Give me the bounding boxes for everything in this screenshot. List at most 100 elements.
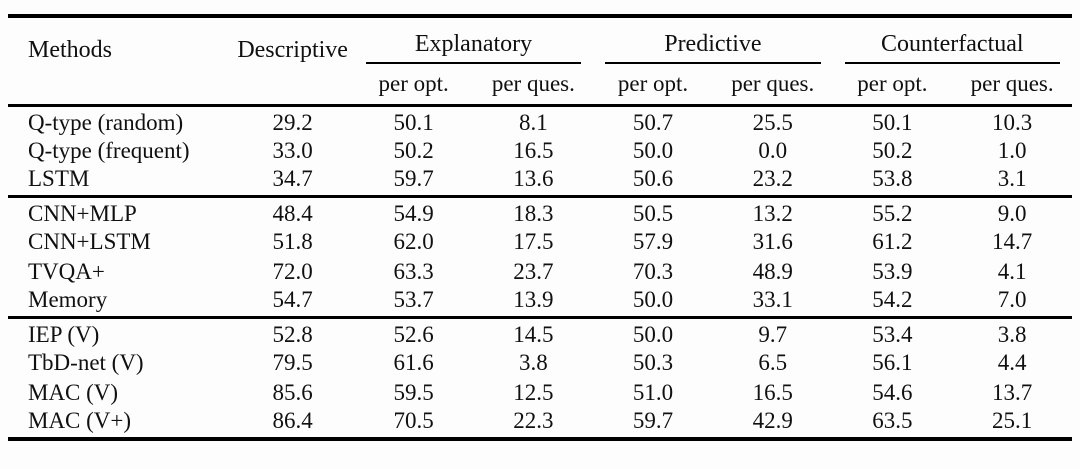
value-cell: 50.7 [632,110,674,135]
value-cell: 18.3 [513,201,554,226]
value-cell: 14.7 [992,229,1033,254]
value-cell: 63.5 [872,408,913,433]
table-row: MAC (V+) 86.4 70.5 22.3 59.7 42.9 63.5 2… [8,408,1072,439]
method-name-cell: CNN+MLP [28,201,137,226]
method-name-cell: Q-type (random) [28,110,184,135]
col-group-predictive: Predictive [593,16,832,64]
value-cell: 13.9 [513,287,554,312]
value-cell: 25.1 [992,408,1033,433]
value-cell: 53.8 [872,166,913,191]
value-cell: 50.0 [632,322,674,347]
value-cell: 3.1 [997,166,1027,191]
value-cell: 9.7 [758,322,788,347]
method-name-cell: Memory [28,287,108,312]
method-name-cell: TVQA+ [28,259,105,284]
value-cell: 86.4 [272,408,313,433]
col-group-predictive-label: Predictive [605,31,821,64]
method-name-cell: TbD-net (V) [28,350,144,375]
value-cell: 59.7 [632,408,674,433]
value-cell: 52.6 [393,322,434,347]
value-cell: 70.5 [393,408,434,433]
value-cell: 17.5 [513,229,554,254]
value-cell: 51.8 [272,229,313,254]
table-row: LSTM 34.7 59.7 13.6 50.6 23.2 53.8 3.1 [8,166,1072,197]
value-cell: 70.3 [632,259,674,284]
value-cell: 4.1 [997,259,1027,284]
value-cell: 50.2 [872,138,913,163]
col-group-counterfactual: Counterfactual [833,16,1072,64]
value-cell: 29.2 [272,110,313,135]
value-cell: 33.1 [752,287,793,312]
col-group-counterfactual-label: Counterfactual [844,31,1060,64]
col-group-explanatory-label: Explanatory [365,31,582,64]
value-cell: 48.9 [752,259,793,284]
value-cell: 55.2 [872,201,913,226]
col-header-counterfactual-per-opt: per opt. [857,71,928,96]
value-cell: 23.2 [752,166,793,191]
table-row: TVQA+ 72.0 63.3 23.7 70.3 48.9 53.9 4.1 [8,257,1072,287]
value-cell: 13.2 [752,201,793,226]
value-cell: 72.0 [272,259,313,284]
value-cell: 3.8 [518,350,548,375]
table-row: Q-type (frequent) 33.0 50.2 16.5 50.0 0.… [8,136,1072,166]
value-cell: 16.5 [752,380,793,405]
col-header-counterfactual-per-ques: per ques. [970,71,1054,96]
value-cell: 16.5 [513,138,554,163]
value-cell: 9.0 [997,201,1027,226]
method-name-cell: IEP (V) [28,322,100,347]
value-cell: 61.2 [872,229,913,254]
value-cell: 4.4 [997,350,1027,375]
value-cell: 48.4 [272,201,313,226]
value-cell: 0.0 [758,138,788,163]
value-cell: 52.8 [272,322,313,347]
table-header: Methods Descriptive Explanatory Predicti… [8,16,1072,106]
value-cell: 13.6 [513,166,554,191]
value-cell: 8.1 [518,110,548,135]
table-row: CNN+LSTM 51.8 62.0 17.5 57.9 31.6 61.2 1… [8,227,1072,257]
value-cell: 61.6 [393,350,434,375]
method-name-cell: Q-type (frequent) [28,138,190,163]
value-cell: 13.7 [992,380,1033,405]
value-cell: 3.8 [997,322,1027,347]
value-cell: 6.5 [758,350,788,375]
value-cell: 57.9 [632,229,674,254]
value-cell: 50.2 [393,138,434,163]
value-cell: 23.7 [513,259,554,284]
value-cell: 79.5 [272,350,313,375]
value-cell: 7.0 [997,287,1027,312]
value-cell: 50.6 [632,166,674,191]
col-header-methods: Methods [28,36,112,63]
value-cell: 14.5 [513,322,554,347]
value-cell: 53.4 [872,322,913,347]
value-cell: 62.0 [393,229,434,254]
table-row: MAC (V) 85.6 59.5 12.5 51.0 16.5 54.6 13… [8,378,1072,408]
value-cell: 12.5 [513,380,554,405]
method-name-cell: CNN+LSTM [28,229,151,254]
value-cell: 10.3 [992,110,1033,135]
col-group-explanatory: Explanatory [354,16,593,64]
value-cell: 59.5 [393,380,434,405]
value-cell: 51.0 [632,380,674,405]
value-cell: 54.2 [872,287,913,312]
header-row-subcolumns: per opt. per ques. per opt. per ques. pe… [8,64,1072,106]
method-name-cell: MAC (V) [28,380,119,405]
value-cell: 34.7 [272,166,313,191]
value-cell: 85.6 [272,380,313,405]
col-header-predictive-per-ques: per ques. [731,71,815,96]
value-cell: 42.9 [752,408,793,433]
col-header-predictive-per-opt: per opt. [617,71,689,96]
value-cell: 31.6 [752,229,793,254]
value-cell: 53.9 [872,259,913,284]
col-header-explanatory-per-ques: per ques. [491,71,575,96]
value-cell: 33.0 [272,138,313,163]
value-cell: 59.7 [393,166,434,191]
value-cell: 50.3 [632,350,674,375]
value-cell: 50.1 [872,110,913,135]
col-header-descriptive: Descriptive [237,36,348,63]
value-cell: 50.5 [632,201,674,226]
value-cell: 1.0 [997,138,1027,163]
results-table: Methods Descriptive Explanatory Predicti… [8,14,1072,441]
method-name-cell: MAC (V+) [28,408,132,433]
table-row: CNN+MLP 48.4 54.9 18.3 50.5 13.2 55.2 9.… [8,197,1072,228]
value-cell: 54.9 [393,201,434,226]
